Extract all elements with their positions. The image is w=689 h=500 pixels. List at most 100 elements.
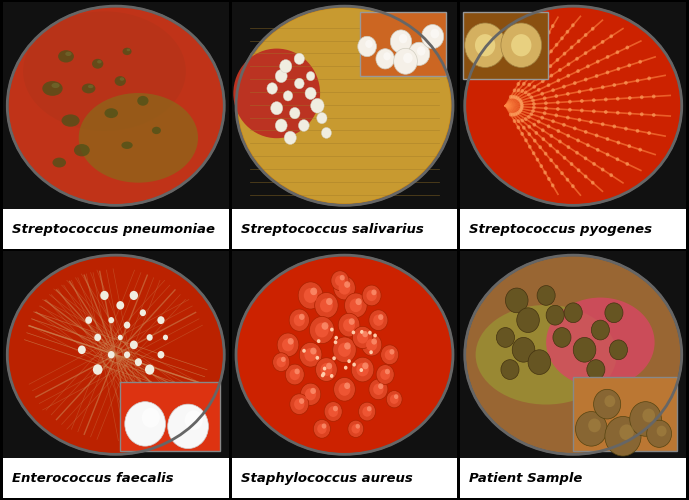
Ellipse shape (42, 81, 63, 96)
Circle shape (369, 379, 388, 400)
Circle shape (566, 134, 570, 138)
Ellipse shape (475, 305, 617, 404)
Circle shape (555, 164, 558, 168)
Circle shape (344, 293, 367, 318)
Circle shape (380, 345, 399, 364)
Circle shape (593, 162, 596, 166)
Circle shape (140, 310, 146, 316)
Text: Enterococcus faecalis: Enterococcus faecalis (12, 472, 174, 484)
Ellipse shape (52, 158, 66, 168)
Circle shape (624, 126, 628, 130)
Circle shape (604, 110, 608, 114)
Circle shape (322, 372, 325, 376)
Circle shape (592, 110, 595, 113)
Circle shape (94, 334, 101, 341)
Circle shape (595, 134, 599, 138)
Circle shape (185, 410, 203, 430)
Circle shape (626, 46, 629, 50)
Bar (360, 12, 446, 76)
Circle shape (555, 94, 558, 98)
Circle shape (362, 331, 368, 337)
Ellipse shape (546, 298, 655, 387)
Circle shape (289, 369, 300, 380)
Circle shape (524, 90, 528, 94)
Circle shape (626, 162, 629, 166)
Circle shape (546, 83, 551, 87)
Circle shape (591, 27, 595, 30)
Circle shape (531, 109, 535, 113)
Circle shape (520, 102, 524, 106)
Circle shape (568, 100, 572, 103)
Ellipse shape (8, 6, 224, 205)
Circle shape (344, 281, 350, 288)
Circle shape (595, 74, 599, 78)
Circle shape (601, 168, 604, 172)
Ellipse shape (88, 84, 94, 88)
Circle shape (317, 112, 327, 124)
Circle shape (344, 342, 351, 349)
Circle shape (592, 98, 595, 102)
Circle shape (513, 119, 516, 123)
Circle shape (555, 58, 559, 62)
Circle shape (524, 117, 528, 121)
Circle shape (326, 298, 333, 305)
Circle shape (393, 48, 418, 74)
Circle shape (281, 356, 286, 362)
Text: Patient Sample: Patient Sample (469, 472, 583, 484)
Circle shape (605, 416, 641, 456)
Circle shape (334, 336, 338, 340)
Ellipse shape (123, 48, 132, 55)
Circle shape (562, 84, 566, 88)
Circle shape (573, 81, 577, 85)
Circle shape (310, 288, 317, 295)
Circle shape (338, 342, 351, 357)
Circle shape (277, 333, 299, 356)
Circle shape (352, 362, 356, 366)
Circle shape (531, 98, 535, 102)
Circle shape (320, 298, 333, 312)
Circle shape (158, 351, 165, 358)
Circle shape (271, 102, 282, 115)
Circle shape (566, 62, 570, 66)
Ellipse shape (236, 255, 453, 454)
Circle shape (517, 110, 521, 114)
Circle shape (335, 275, 345, 286)
Circle shape (157, 316, 165, 324)
Ellipse shape (114, 76, 126, 86)
Circle shape (515, 96, 519, 100)
Circle shape (501, 360, 519, 380)
Circle shape (540, 92, 544, 96)
Circle shape (299, 398, 305, 404)
Circle shape (628, 64, 631, 68)
Circle shape (276, 357, 286, 368)
Circle shape (360, 368, 363, 372)
Circle shape (167, 404, 208, 448)
Circle shape (280, 60, 292, 73)
Circle shape (652, 113, 655, 117)
Circle shape (544, 101, 548, 105)
Circle shape (606, 137, 609, 141)
Circle shape (349, 298, 362, 312)
Circle shape (290, 394, 309, 414)
Circle shape (636, 78, 639, 82)
Circle shape (588, 418, 601, 432)
Circle shape (593, 46, 596, 50)
Circle shape (305, 88, 316, 100)
Circle shape (326, 362, 332, 370)
Circle shape (527, 115, 531, 119)
Circle shape (289, 108, 300, 119)
Circle shape (535, 76, 538, 80)
Ellipse shape (238, 8, 451, 203)
Circle shape (586, 143, 590, 147)
Circle shape (285, 131, 296, 144)
Circle shape (584, 78, 588, 82)
Circle shape (283, 90, 293, 101)
Circle shape (356, 298, 362, 305)
Circle shape (533, 85, 536, 89)
Circle shape (609, 340, 628, 359)
Circle shape (267, 82, 278, 94)
Ellipse shape (121, 142, 133, 149)
Circle shape (431, 28, 440, 38)
Circle shape (298, 120, 309, 132)
Circle shape (294, 314, 305, 326)
